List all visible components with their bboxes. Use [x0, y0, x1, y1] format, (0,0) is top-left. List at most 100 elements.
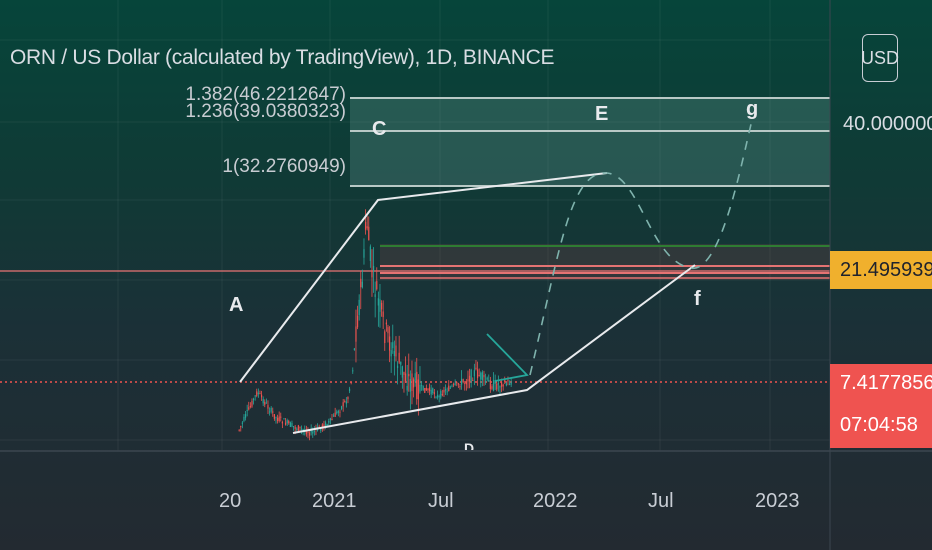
- candle-body: [324, 422, 327, 427]
- candle-body: [259, 393, 261, 395]
- candle-body: [244, 414, 247, 418]
- candle-body: [448, 385, 450, 391]
- candle-body: [366, 226, 368, 229]
- candle-body: [408, 373, 410, 377]
- candle-body: [486, 377, 488, 380]
- candle-body: [377, 298, 379, 306]
- wave-label-c: C: [372, 118, 387, 140]
- candle-body: [336, 411, 338, 414]
- candle-body: [430, 389, 432, 395]
- candle-body: [396, 365, 399, 369]
- candle-body: [454, 383, 456, 385]
- candle-body: [416, 371, 418, 400]
- candle-body: [480, 372, 482, 380]
- candle-body: [368, 226, 370, 241]
- candle-body: [425, 387, 427, 391]
- candle-body: [334, 412, 336, 417]
- candle-body: [364, 221, 367, 230]
- candle-body: [268, 411, 271, 413]
- candle-body: [456, 382, 458, 384]
- candle-body: [390, 350, 392, 357]
- wave-label-f: f: [694, 288, 701, 310]
- candle-body: [300, 428, 303, 430]
- candle-body: [292, 426, 295, 428]
- candle-body: [470, 369, 472, 382]
- candle-body: [444, 388, 447, 391]
- candle-body: [344, 401, 346, 403]
- y-tick-40: 40.0000000: [843, 113, 932, 135]
- candle-body: [433, 392, 435, 395]
- candle-body: [446, 391, 448, 393]
- candle-body: [294, 426, 296, 429]
- candle-body: [307, 431, 309, 434]
- candle-body: [462, 379, 464, 383]
- candle-body: [476, 369, 479, 379]
- candle-body: [320, 427, 322, 431]
- candle-body: [478, 374, 480, 376]
- candle-body: [422, 385, 424, 391]
- candle-body: [350, 382, 352, 384]
- candle-body: [504, 379, 506, 383]
- candle-body: [248, 407, 250, 410]
- candle-body: [243, 416, 245, 421]
- candle-body: [428, 387, 431, 392]
- x-tick-jul-2022: Jul: [648, 490, 674, 512]
- x-tick-2023: 2023: [755, 490, 800, 512]
- candle-body: [281, 421, 283, 424]
- candle-body: [352, 370, 354, 372]
- candle-body: [345, 401, 347, 404]
- candle-body: [332, 415, 335, 417]
- candle-body: [496, 383, 498, 390]
- candle-body: [472, 379, 474, 381]
- candle-body: [369, 246, 371, 261]
- fib-retracement[interactable]: [350, 97, 830, 187]
- candle-body: [289, 422, 291, 428]
- candle-body: [360, 278, 362, 288]
- candle-body: [265, 402, 267, 404]
- candle-body: [489, 380, 491, 389]
- candle-body: [385, 322, 387, 325]
- resistance-zone[interactable]: [0, 244, 830, 280]
- triangle-pattern[interactable]: [239, 119, 753, 434]
- candle-body: [284, 422, 287, 425]
- candle-body: [356, 315, 359, 328]
- candle-body: [427, 388, 429, 391]
- candle-body: [280, 416, 282, 418]
- candle-body: [507, 380, 509, 382]
- candle-body: [481, 372, 483, 381]
- candle-body: [288, 421, 290, 424]
- candle-body: [406, 385, 408, 391]
- candle-body: [240, 426, 242, 428]
- candle-body: [251, 400, 253, 407]
- candlestick-series: [238, 209, 512, 441]
- x-tick-2020: 20: [219, 490, 242, 512]
- candle-body: [401, 366, 403, 378]
- candle-body: [484, 381, 487, 383]
- horizontal-level-label: 21.4959392: [830, 251, 932, 289]
- candle-body: [451, 385, 453, 387]
- candle-body: [358, 299, 360, 316]
- candle-body: [342, 402, 344, 407]
- pattern-upper-line: [239, 172, 608, 383]
- candle-body: [337, 411, 339, 413]
- grid: [0, 0, 830, 451]
- candle-body: [438, 396, 440, 398]
- candle-body: [380, 302, 383, 310]
- current-price-label: 7.4177856: [830, 364, 932, 402]
- resistance-band: [380, 244, 830, 280]
- candle-body: [257, 392, 259, 395]
- pattern-lower-line: [292, 264, 696, 434]
- candle-body: [460, 378, 463, 385]
- candle-body: [321, 424, 323, 428]
- candle-body: [441, 394, 443, 396]
- candle-body: [465, 382, 467, 385]
- candle-body: [238, 429, 240, 431]
- candle-body: [499, 386, 501, 388]
- candle-body: [505, 383, 507, 386]
- currency-button[interactable]: USD: [861, 34, 899, 82]
- candle-body: [382, 311, 384, 318]
- candle-body: [497, 383, 499, 385]
- candle-body: [283, 418, 285, 420]
